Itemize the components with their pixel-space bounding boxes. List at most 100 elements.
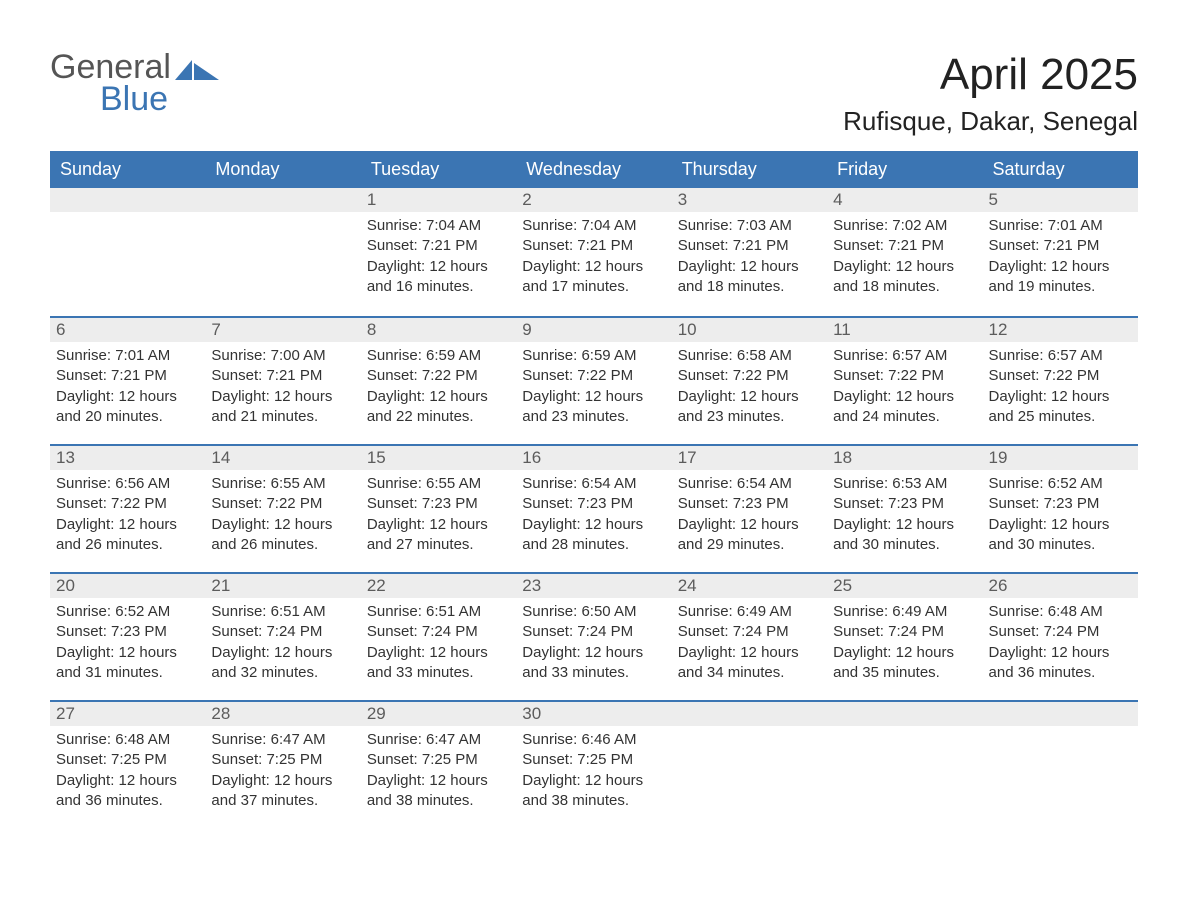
sunrise-text: Sunrise: 6:49 AM: [833, 602, 976, 622]
day-details: Sunrise: 6:59 AMSunset: 7:22 PMDaylight:…: [361, 342, 516, 437]
day-details: Sunrise: 7:01 AMSunset: 7:21 PMDaylight:…: [50, 342, 205, 437]
day-number: 11: [827, 318, 982, 342]
day-number: 22: [361, 574, 516, 598]
sunrise-text: Sunrise: 6:52 AM: [56, 602, 199, 622]
sunset-text: Sunset: 7:22 PM: [833, 366, 976, 386]
dayname: Thursday: [672, 151, 827, 188]
day-cell: 21Sunrise: 6:51 AMSunset: 7:24 PMDayligh…: [205, 574, 360, 700]
day-number: 21: [205, 574, 360, 598]
sunrise-text: Sunrise: 7:04 AM: [367, 216, 510, 236]
sunset-text: Sunset: 7:22 PM: [678, 366, 821, 386]
day-cell: 9Sunrise: 6:59 AMSunset: 7:22 PMDaylight…: [516, 318, 671, 444]
day-details: Sunrise: 6:57 AMSunset: 7:22 PMDaylight:…: [983, 342, 1138, 437]
day-number: 3: [672, 188, 827, 212]
week-row: 27Sunrise: 6:48 AMSunset: 7:25 PMDayligh…: [50, 700, 1138, 828]
day-cell: 8Sunrise: 6:59 AMSunset: 7:22 PMDaylight…: [361, 318, 516, 444]
day-cell: 11Sunrise: 6:57 AMSunset: 7:22 PMDayligh…: [827, 318, 982, 444]
dayname: Monday: [205, 151, 360, 188]
day-cell: 27Sunrise: 6:48 AMSunset: 7:25 PMDayligh…: [50, 702, 205, 828]
day-cell: 29Sunrise: 6:47 AMSunset: 7:25 PMDayligh…: [361, 702, 516, 828]
week-row: 1Sunrise: 7:04 AMSunset: 7:21 PMDaylight…: [50, 188, 1138, 316]
day-details: Sunrise: 6:49 AMSunset: 7:24 PMDaylight:…: [827, 598, 982, 693]
dayname: Tuesday: [361, 151, 516, 188]
sunset-text: Sunset: 7:22 PM: [522, 366, 665, 386]
daylight-text: Daylight: 12 hours and 19 minutes.: [989, 257, 1132, 298]
sunrise-text: Sunrise: 6:55 AM: [367, 474, 510, 494]
daylight-text: Daylight: 12 hours and 20 minutes.: [56, 387, 199, 428]
day-cell: [672, 702, 827, 828]
day-details: Sunrise: 6:59 AMSunset: 7:22 PMDaylight:…: [516, 342, 671, 437]
day-details: [205, 212, 360, 226]
day-details: Sunrise: 6:52 AMSunset: 7:23 PMDaylight:…: [983, 470, 1138, 565]
day-details: Sunrise: 6:48 AMSunset: 7:24 PMDaylight:…: [983, 598, 1138, 693]
day-cell: 10Sunrise: 6:58 AMSunset: 7:22 PMDayligh…: [672, 318, 827, 444]
daylight-text: Daylight: 12 hours and 36 minutes.: [989, 643, 1132, 684]
day-cell: [827, 702, 982, 828]
day-details: Sunrise: 6:50 AMSunset: 7:24 PMDaylight:…: [516, 598, 671, 693]
day-number: 14: [205, 446, 360, 470]
day-cell: 5Sunrise: 7:01 AMSunset: 7:21 PMDaylight…: [983, 188, 1138, 316]
day-cell: [205, 188, 360, 316]
day-number: 24: [672, 574, 827, 598]
day-number: 27: [50, 702, 205, 726]
day-cell: 15Sunrise: 6:55 AMSunset: 7:23 PMDayligh…: [361, 446, 516, 572]
day-cell: 13Sunrise: 6:56 AMSunset: 7:22 PMDayligh…: [50, 446, 205, 572]
daylight-text: Daylight: 12 hours and 38 minutes.: [522, 771, 665, 812]
sunrise-text: Sunrise: 6:46 AM: [522, 730, 665, 750]
day-cell: 25Sunrise: 6:49 AMSunset: 7:24 PMDayligh…: [827, 574, 982, 700]
daylight-text: Daylight: 12 hours and 26 minutes.: [56, 515, 199, 556]
day-cell: 17Sunrise: 6:54 AMSunset: 7:23 PMDayligh…: [672, 446, 827, 572]
sunset-text: Sunset: 7:21 PM: [211, 366, 354, 386]
daylight-text: Daylight: 12 hours and 33 minutes.: [367, 643, 510, 684]
day-cell: 12Sunrise: 6:57 AMSunset: 7:22 PMDayligh…: [983, 318, 1138, 444]
daylight-text: Daylight: 12 hours and 25 minutes.: [989, 387, 1132, 428]
day-details: Sunrise: 7:04 AMSunset: 7:21 PMDaylight:…: [361, 212, 516, 307]
dayname: Friday: [827, 151, 982, 188]
day-cell: 23Sunrise: 6:50 AMSunset: 7:24 PMDayligh…: [516, 574, 671, 700]
day-details: Sunrise: 6:54 AMSunset: 7:23 PMDaylight:…: [672, 470, 827, 565]
day-cell: 1Sunrise: 7:04 AMSunset: 7:21 PMDaylight…: [361, 188, 516, 316]
sunset-text: Sunset: 7:24 PM: [989, 622, 1132, 642]
day-details: Sunrise: 6:55 AMSunset: 7:23 PMDaylight:…: [361, 470, 516, 565]
daylight-text: Daylight: 12 hours and 32 minutes.: [211, 643, 354, 684]
day-cell: 26Sunrise: 6:48 AMSunset: 7:24 PMDayligh…: [983, 574, 1138, 700]
day-number: 6: [50, 318, 205, 342]
sunrise-text: Sunrise: 6:57 AM: [833, 346, 976, 366]
daylight-text: Daylight: 12 hours and 38 minutes.: [367, 771, 510, 812]
day-details: [672, 726, 827, 740]
day-details: Sunrise: 6:48 AMSunset: 7:25 PMDaylight:…: [50, 726, 205, 821]
day-number: [205, 188, 360, 212]
sunrise-text: Sunrise: 7:03 AM: [678, 216, 821, 236]
week-row: 20Sunrise: 6:52 AMSunset: 7:23 PMDayligh…: [50, 572, 1138, 700]
sunrise-text: Sunrise: 6:58 AM: [678, 346, 821, 366]
day-number: 10: [672, 318, 827, 342]
sunrise-text: Sunrise: 6:52 AM: [989, 474, 1132, 494]
month-title: April 2025: [843, 50, 1138, 100]
day-details: Sunrise: 7:03 AMSunset: 7:21 PMDaylight:…: [672, 212, 827, 307]
day-number: 12: [983, 318, 1138, 342]
day-details: Sunrise: 6:49 AMSunset: 7:24 PMDaylight:…: [672, 598, 827, 693]
sunset-text: Sunset: 7:21 PM: [522, 236, 665, 256]
day-number: 5: [983, 188, 1138, 212]
daylight-text: Daylight: 12 hours and 27 minutes.: [367, 515, 510, 556]
day-cell: 24Sunrise: 6:49 AMSunset: 7:24 PMDayligh…: [672, 574, 827, 700]
dayname-row: SundayMondayTuesdayWednesdayThursdayFrid…: [50, 151, 1138, 188]
sunrise-text: Sunrise: 6:55 AM: [211, 474, 354, 494]
day-details: Sunrise: 7:00 AMSunset: 7:21 PMDaylight:…: [205, 342, 360, 437]
daylight-text: Daylight: 12 hours and 23 minutes.: [678, 387, 821, 428]
day-cell: 20Sunrise: 6:52 AMSunset: 7:23 PMDayligh…: [50, 574, 205, 700]
sunset-text: Sunset: 7:25 PM: [367, 750, 510, 770]
sunset-text: Sunset: 7:23 PM: [678, 494, 821, 514]
day-cell: [983, 702, 1138, 828]
day-number: 28: [205, 702, 360, 726]
day-details: Sunrise: 6:58 AMSunset: 7:22 PMDaylight:…: [672, 342, 827, 437]
daylight-text: Daylight: 12 hours and 29 minutes.: [678, 515, 821, 556]
sunset-text: Sunset: 7:22 PM: [367, 366, 510, 386]
logo: General Blue: [50, 50, 219, 116]
day-number: 30: [516, 702, 671, 726]
daylight-text: Daylight: 12 hours and 34 minutes.: [678, 643, 821, 684]
day-details: Sunrise: 6:55 AMSunset: 7:22 PMDaylight:…: [205, 470, 360, 565]
day-details: Sunrise: 6:51 AMSunset: 7:24 PMDaylight:…: [361, 598, 516, 693]
day-number: [983, 702, 1138, 726]
day-number: 2: [516, 188, 671, 212]
